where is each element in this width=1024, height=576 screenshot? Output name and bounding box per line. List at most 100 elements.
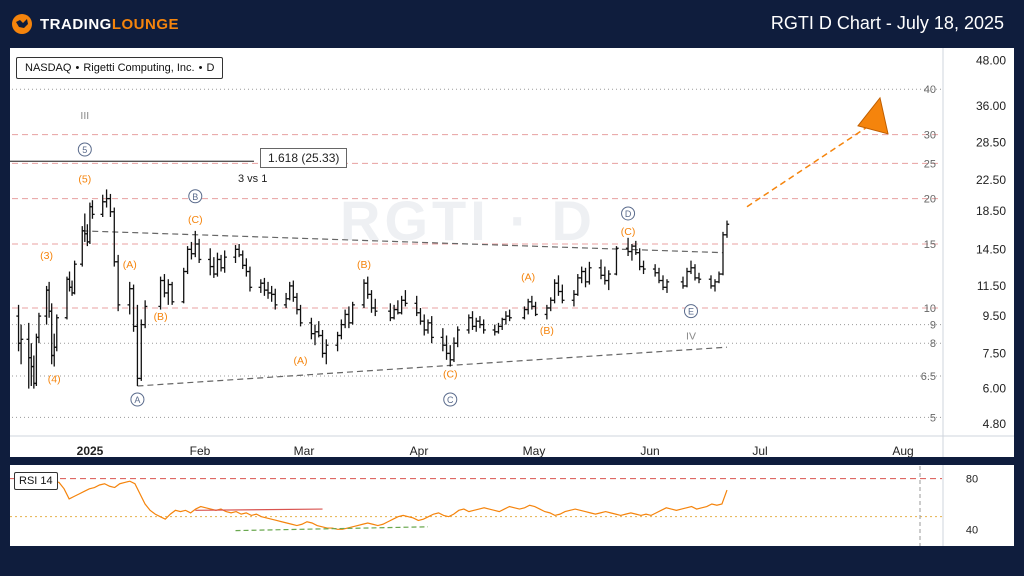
time-axis-label: Jun (640, 444, 659, 458)
rsi-divergence-red (195, 508, 323, 511)
price-axis-label: 28.50 (976, 136, 1006, 150)
ohlc-bar (388, 303, 393, 322)
ohlc-bar (139, 319, 144, 381)
ohlc-bar (692, 264, 698, 281)
ohlc-bar (422, 314, 427, 336)
wave-label-circle (130, 392, 145, 407)
ohlc-bar (115, 254, 121, 312)
ohlc-bar (548, 297, 553, 312)
ohlc-bar (448, 345, 453, 367)
ohlc-bar (403, 290, 408, 307)
rsi-series-line (18, 475, 728, 530)
ohlc-bar (196, 238, 202, 263)
price-axis-label: 14.50 (976, 242, 1006, 256)
ohlc-bar (451, 337, 457, 363)
ohlc-bar (335, 331, 340, 352)
wave-label: A (134, 395, 140, 405)
wave-label: E (688, 307, 694, 317)
ohlc-bar (361, 279, 367, 308)
time-axis-label: Apr (410, 444, 429, 458)
ohlc-bar (342, 309, 348, 329)
ohlc-bar (80, 226, 85, 267)
ohlc-bar (688, 260, 694, 275)
level-label: 20 (924, 194, 936, 206)
ohlc-bar (90, 200, 95, 219)
ohlc-bar (425, 319, 431, 334)
ohlc-bar (716, 271, 722, 284)
ohlc-bar (606, 270, 611, 291)
ohlc-bar (429, 316, 434, 344)
ohlc-bar (684, 267, 690, 288)
ohlc-bar (291, 280, 296, 302)
time-axis-label: Feb (190, 444, 211, 458)
fib-extension-label[interactable]: 1.618 (25.33) (260, 148, 348, 168)
ohlc-bar (262, 277, 267, 296)
ohlc-bar (85, 224, 90, 247)
time-axis-label: Aug (892, 444, 913, 458)
ohlc-bar (365, 276, 370, 299)
level-label: 15 (924, 239, 936, 251)
level-label: 8 (930, 338, 936, 350)
wave-label: (A) (123, 259, 137, 271)
interval-label: D (206, 62, 215, 74)
ohlc-bar (52, 333, 57, 367)
ohlc-bar (474, 317, 479, 332)
wave-label: (3) (40, 250, 53, 262)
rsi-indicator-label[interactable]: RSI 14 (14, 472, 58, 490)
ohlc-bar (189, 241, 194, 260)
ohlc-bar (166, 279, 171, 305)
ohlc-bar (298, 304, 303, 327)
ohlc-bar (18, 324, 24, 365)
ohlc-bar (215, 252, 220, 277)
ohlc-bar (369, 290, 374, 313)
chart-panel[interactable]: RGTI · D 40 30 25 20 15 10 9 8 6.5 5 48.00 36.00 28.… (10, 48, 1014, 546)
ohlc-bar (455, 326, 460, 348)
ohlc-bar (247, 266, 253, 292)
wave-label-circle (188, 189, 203, 204)
ohlc-bar (72, 260, 77, 295)
wave-label: (B) (540, 325, 554, 337)
price-axis-label: 18.50 (976, 204, 1006, 218)
ohlc-bar (444, 335, 449, 360)
wave-label: (C) (621, 226, 636, 238)
ohlc-bar (477, 316, 483, 329)
ohlc-bar (169, 281, 175, 305)
ohlc-bar (294, 292, 300, 315)
ohlc-bar (312, 324, 318, 346)
ohlc-bar (350, 301, 355, 325)
ohlc-bar (82, 213, 88, 242)
ohlc-bar (556, 275, 561, 296)
ohlc-bar (583, 267, 588, 288)
ohlc-bar (602, 266, 608, 285)
ohlc-bar (680, 276, 686, 289)
ohlc-bar (208, 248, 213, 276)
ohlc-bar (222, 250, 227, 273)
ohlc-bar (44, 285, 49, 325)
symbol-info-box[interactable]: NASDAQ • Rigetti Computing, Inc. • D (16, 57, 224, 79)
wave-label: (A) (521, 272, 535, 284)
logo-globe-icon (12, 14, 32, 34)
wave-label: (C) (443, 369, 458, 381)
ohlc-bar (373, 298, 378, 317)
brand-name-part2: LOUNGE (111, 15, 179, 33)
ohlc-bar (316, 321, 321, 338)
ohlc-bar (571, 290, 577, 307)
ohlc-bar (724, 220, 730, 238)
chart-canvas[interactable]: 40 30 25 20 15 10 9 8 6.5 5 48.00 36.00 28.50 22.50 18… (10, 48, 1014, 546)
ohlc-bar (100, 194, 105, 217)
wave-label-circle (621, 206, 636, 221)
price-axis-label: 9.50 (983, 309, 1007, 323)
level-label: 5 (930, 412, 936, 424)
ohlc-bar (641, 260, 646, 275)
ohlc-bar (324, 339, 329, 365)
ohlc-bar (587, 261, 592, 285)
panel-divider (10, 457, 1014, 465)
ohlc-bar (283, 292, 289, 308)
wave-label: 5 (82, 145, 87, 155)
ohlc-bar (660, 275, 666, 291)
wave-ratio-note: 3 vs 1 (238, 173, 268, 185)
ohlc-bar (339, 319, 344, 340)
wave-label: (A) (294, 355, 308, 367)
time-axis-label: Jul (752, 444, 767, 458)
ohlc-bar (87, 202, 93, 244)
